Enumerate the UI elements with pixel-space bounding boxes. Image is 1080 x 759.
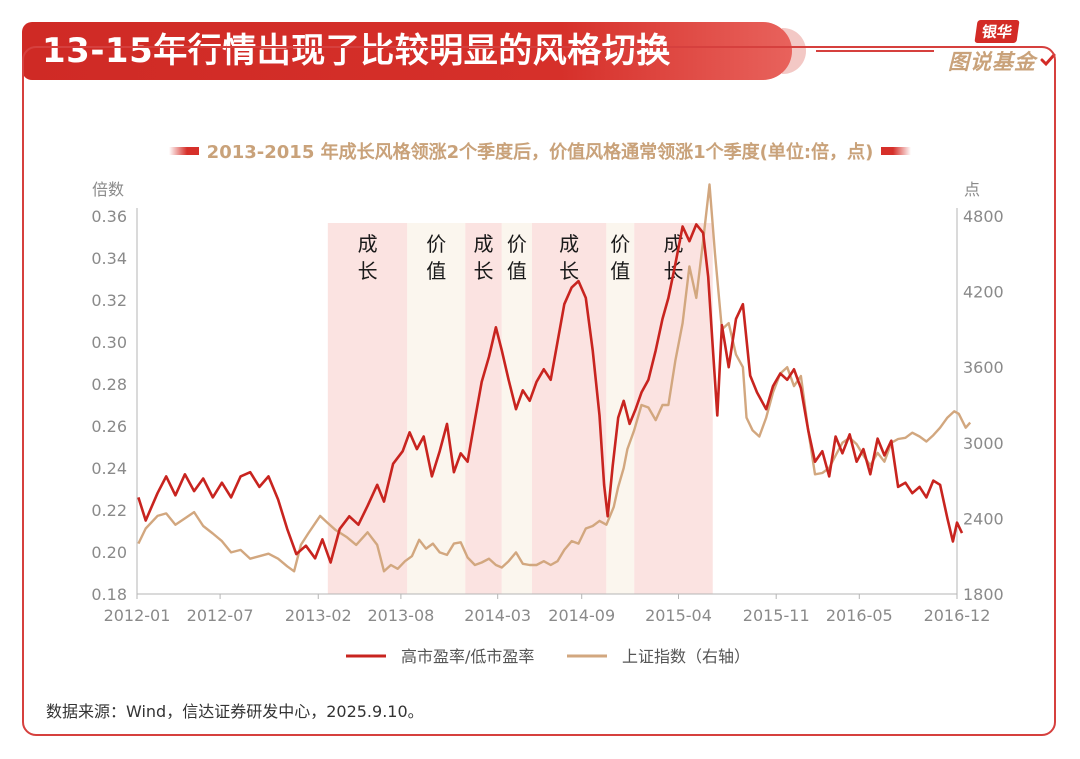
period-label: 成 [559,232,579,256]
legend-label: 高市盈率/低市盈率 [401,647,534,666]
y-right-tick-label: 4800 [963,207,1004,226]
legend-label: 上证指数（右轴） [622,647,750,666]
period-label: 成 [474,232,494,256]
period-label: 价 [426,232,446,256]
period-band-growth [531,223,607,594]
y-left-tick-label: 0.30 [91,333,127,352]
period-label: 价 [507,232,527,256]
series-line-index [137,183,972,573]
header-divider [816,50,934,52]
data-source-note: 数据来源：Wind，信达证券研发中心，2025.9.10。 [46,702,424,721]
x-tick-label: 2015-11 [743,606,810,625]
x-tick-label: 2014-09 [548,606,615,625]
y-right-tick-label: 1800 [963,585,1004,604]
x-tick-label: 2012-01 [104,606,171,625]
logo-text: 图说基金 [948,50,1036,74]
brand-logo: 银华 图说基金 [946,20,1058,80]
y-left-tick-label: 0.18 [91,585,127,604]
period-label: 长 [474,259,494,283]
y-left-tick-label: 0.34 [91,249,127,268]
y-right-tick-label: 3600 [963,358,1004,377]
y-left-tick-label: 0.28 [91,375,127,394]
series-line-pe-ratio [137,223,964,564]
x-tick-label: 2013-08 [367,606,434,625]
y-left-tick-label: 0.26 [91,417,127,436]
subtitle-right-bar [881,147,912,155]
x-tick-label: 2016-12 [924,606,991,625]
y-left-tick-label: 0.22 [91,501,127,520]
y-left-tick-label: 0.32 [91,291,127,310]
x-tick-label: 2013-02 [285,606,352,625]
period-label: 值 [426,259,446,283]
period-label: 成 [358,232,378,256]
y-right-tick-label: 2400 [963,509,1004,528]
x-tick-label: 2015-04 [645,606,712,625]
y-right-tick-label: 3000 [963,434,1004,453]
y-left-tick-label: 0.24 [91,459,127,478]
period-band-value [407,223,466,594]
y-left-tick-label: 0.20 [91,543,127,562]
chart-subtitle-row: 2013-2015 年成长风格领涨2个季度后，价值风格通常领涨1个季度(单位:倍… [110,138,970,164]
period-label: 价 [610,232,630,256]
x-tick-label: 2012-07 [187,606,254,625]
period-label: 值 [507,259,527,283]
y-axis-right-label: 点 [964,180,980,199]
period-label: 长 [358,259,378,283]
x-tick-label: 2016-05 [826,606,893,625]
period-band-growth [465,223,502,594]
y-right-tick-label: 4200 [963,283,1004,302]
x-tick-label: 2014-03 [464,606,531,625]
chart-card [22,46,1056,736]
period-label: 长 [559,259,579,283]
y-left-tick-label: 0.36 [91,207,127,226]
period-label: 值 [610,259,630,283]
subtitle-left-bar [168,147,199,155]
period-band-growth [634,223,713,594]
chart-subtitle: 2013-2015 年成长风格领涨2个季度后，价值风格通常领涨1个季度(单位:倍… [206,142,874,163]
y-axis-left-label: 倍数 [92,180,124,199]
